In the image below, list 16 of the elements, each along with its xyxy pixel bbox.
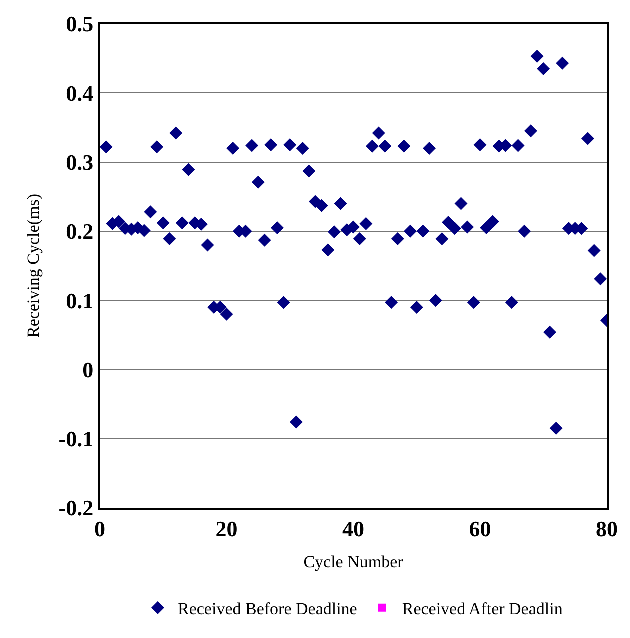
x-tick-label: 40 [342,516,364,542]
legend-label: Received Before Deadline [178,599,358,618]
x-tick-label: 60 [469,516,492,542]
y-axis-title: Receiving Cycle(ms) [24,194,43,338]
x-tick-label: 20 [216,516,238,542]
y-tick-label: 0.2 [66,219,94,244]
legend-label: Received After Deadlin [402,599,564,618]
y-tick-label: 0.1 [66,288,94,314]
x-tick-label: 80 [596,516,618,542]
y-tick-label: -0.2 [58,496,94,521]
y-tick-label: 0.4 [66,80,94,106]
x-axis-title: Cycle Number [304,552,404,572]
y-tick-label: 0 [82,357,94,382]
y-tick-label: 0.3 [66,150,94,175]
y-tick-label: 0.5 [66,12,94,37]
y-tick-label: -0.1 [58,426,94,452]
